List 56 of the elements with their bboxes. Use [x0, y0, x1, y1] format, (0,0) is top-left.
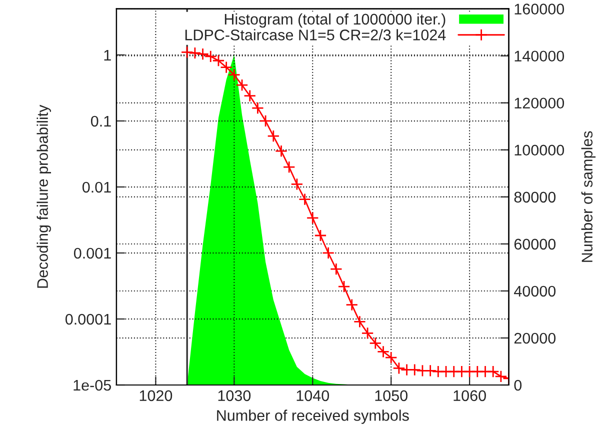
point: [338, 280, 350, 293]
x-tick-label: 1060: [454, 390, 486, 402]
point: [408, 364, 421, 376]
y2-tick-label: 80000: [514, 192, 556, 203]
point: [204, 50, 217, 63]
x-tick-label: 1020: [140, 390, 172, 402]
y2-tick-label: 60000: [514, 238, 556, 250]
point: [236, 78, 248, 92]
y-tick-label: 0.001: [74, 248, 111, 259]
point: [376, 345, 390, 358]
point: [346, 298, 358, 312]
y2-axis-title: Number of samples: [581, 131, 596, 262]
y2-tick-label: 100000: [514, 144, 564, 156]
point: [384, 351, 398, 364]
point: [251, 102, 264, 114]
point: [306, 212, 319, 224]
point: [353, 315, 366, 328]
point: [392, 362, 406, 374]
point: [322, 246, 335, 260]
point: [290, 178, 304, 190]
point: [196, 48, 210, 60]
point: [361, 326, 374, 340]
y-tick-label: 0.01: [82, 182, 111, 193]
y2-tick-label: 40000: [514, 286, 556, 297]
point: [314, 229, 327, 242]
x-axis-title: Number of received symbols: [217, 410, 409, 424]
point: [220, 61, 233, 74]
point: [369, 336, 382, 350]
point: [424, 364, 437, 377]
y-tick-label: 1e-05: [74, 380, 111, 391]
y2-tick-label: 20000: [514, 332, 556, 344]
point: [228, 68, 240, 82]
point: [282, 160, 296, 174]
y-tick-label: 0.1: [90, 116, 111, 127]
y2-tick-label: 120000: [514, 98, 564, 109]
y-tick-label: 1: [104, 50, 111, 60]
point: [330, 262, 342, 276]
y2-tick-label: 140000: [514, 50, 564, 62]
x-tick-label: 1050: [375, 390, 408, 402]
point: [180, 46, 194, 58]
y2-tick-label: 0: [514, 380, 522, 391]
legend-label: LDPC-Staircase N1=5 CR=2/3 k=1024: [185, 29, 446, 40]
legend-label: Histogram (total of 1000000 iter.): [224, 13, 446, 28]
point: [212, 54, 225, 67]
point: [244, 90, 256, 102]
point: [494, 370, 508, 383]
y-axis-title: Decoding failure probability: [36, 104, 51, 288]
point: [486, 365, 500, 378]
point: [298, 193, 312, 206]
x-tick-label: 1030: [218, 390, 251, 402]
y2-tick-label: 160000: [514, 4, 564, 14]
x-tick-label: 1040: [296, 390, 330, 402]
point: [259, 114, 272, 128]
y-tick-label: 0.0001: [65, 314, 111, 325]
point: [267, 130, 280, 142]
point: [274, 144, 288, 158]
